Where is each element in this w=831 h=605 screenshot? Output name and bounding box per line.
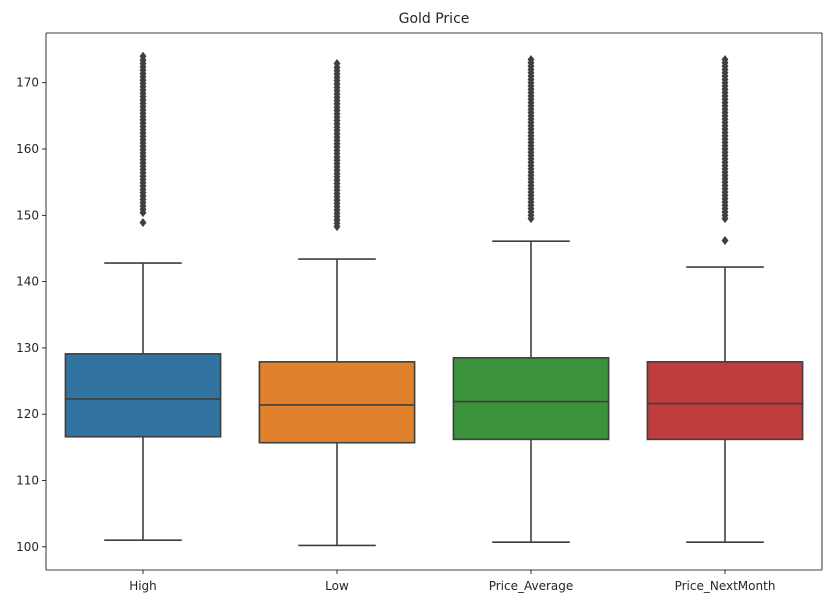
outlier-point	[721, 54, 729, 65]
y-tick-label: 160	[16, 142, 39, 156]
y-tick-label: 170	[16, 76, 39, 90]
chart-title: Gold Price	[399, 11, 470, 27]
y-tick-label: 130	[16, 341, 39, 355]
x-tick-label: High	[129, 579, 157, 593]
y-tick-label: 150	[16, 208, 39, 222]
box-high	[64, 353, 222, 438]
y-tick-label: 100	[16, 540, 39, 554]
y-tick-label: 140	[16, 275, 39, 289]
x-tick-label: Low	[325, 579, 349, 593]
box-price-nextmonth	[646, 361, 804, 441]
outlier-point	[139, 217, 147, 228]
outlier-point	[721, 235, 729, 246]
y-tick-label: 120	[16, 407, 39, 421]
plot-area: 100 110 120 130 140 150 160 170 High Low Price_Ave…	[16, 32, 823, 593]
outlier-point	[333, 58, 341, 69]
outlier-point	[527, 54, 535, 65]
outlier-point	[139, 51, 147, 61]
y-tick-label: 110	[16, 474, 39, 488]
box-price-average	[452, 357, 610, 441]
x-tick-label: Price_NextMonth	[675, 579, 776, 593]
box-low	[258, 361, 416, 444]
x-tick-label: Price_Average	[489, 579, 574, 593]
